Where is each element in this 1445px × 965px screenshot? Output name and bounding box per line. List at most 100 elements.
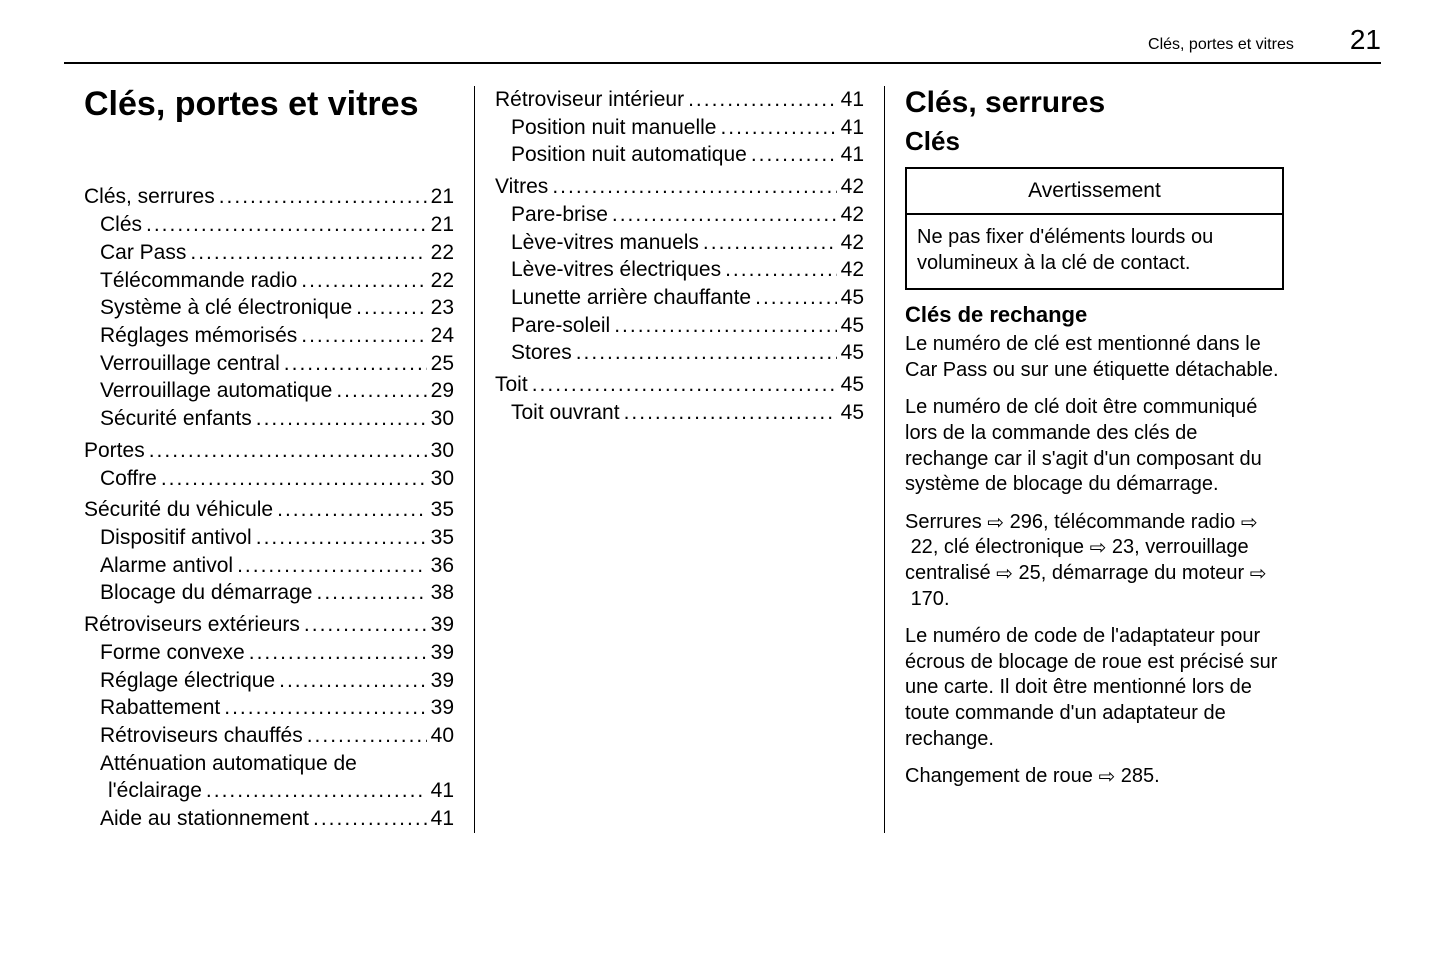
toc-entry: Position nuit automatique41: [495, 141, 864, 169]
toc-leader-dots: [149, 437, 427, 465]
xref-icon: ⇨: [1241, 511, 1258, 537]
toc-leader-dots: [307, 722, 427, 750]
warning-title: Avertissement: [907, 169, 1282, 215]
toc-entry: Atténuation automatique de: [84, 750, 454, 778]
toc-entry: Position nuit manuelle 41: [495, 114, 864, 142]
xref-icon: ⇨: [1098, 765, 1115, 791]
toc-leader-dots: [146, 211, 427, 239]
toc-label: Pare-soleil: [511, 312, 610, 340]
toc-label: Verrouillage automatique: [100, 377, 332, 405]
toc-leader-dots: [161, 465, 427, 493]
toc-leader-dots: [316, 579, 426, 607]
toc-label: Position nuit automatique: [511, 141, 747, 169]
warning-box: Avertissement Ne pas fixer d'éléments lo…: [905, 167, 1284, 290]
toc-entry: Toit 45: [495, 371, 864, 399]
toc-label: Coffre: [100, 465, 157, 493]
toc-entry: Portes 30: [84, 437, 454, 465]
toc-page-number: 29: [431, 377, 454, 405]
toc-label: Portes: [84, 437, 145, 465]
toc-page-number: 45: [841, 399, 864, 427]
toc-leader-dots: [703, 229, 837, 257]
toc-page-number: 39: [431, 667, 454, 695]
column-3: Clés, serrures Clés Avertissement Ne pas…: [884, 86, 1304, 833]
toc-leader-dots: [224, 694, 426, 722]
toc-page-number: 30: [431, 437, 454, 465]
toc-entry: Dispositif antivol 35: [84, 524, 454, 552]
toc-entry: Aide au stationnement 41: [84, 805, 454, 833]
toc-page-number: 41: [431, 805, 454, 833]
toc-label: Clés, serrures: [84, 183, 215, 211]
toc-entry: Clés, serrures 21: [84, 183, 454, 211]
toc-leader-dots: [249, 639, 427, 667]
toc-label: Réglage électrique: [100, 667, 275, 695]
toc-entry-continuation: l'éclairage 41: [84, 777, 454, 805]
page-header: Clés, portes et vitres 21: [64, 24, 1381, 64]
toc-leader-dots: [356, 294, 427, 322]
toc-entry: Pare-brise42: [495, 201, 864, 229]
section-h1: Clés, serrures: [905, 86, 1284, 120]
toc-page-number: 45: [841, 284, 864, 312]
toc-page-number: 23: [431, 294, 454, 322]
toc-entry: Pare-soleil 45: [495, 312, 864, 340]
toc-page-number: 38: [431, 579, 454, 607]
toc-leader-dots: [720, 114, 836, 142]
toc-label: Sécurité du véhicule: [84, 496, 273, 524]
toc-label: Aide au stationnement: [100, 805, 309, 833]
toc-leader-dots: [336, 377, 426, 405]
toc-entry: Réglages mémorisés24: [84, 322, 454, 350]
toc-label: Sécurité enfants: [100, 405, 252, 433]
toc-page-number: 41: [841, 114, 864, 142]
xref-icon: ⇨: [987, 511, 1004, 537]
toc-page-number: 45: [841, 312, 864, 340]
toc-page-number: 35: [431, 524, 454, 552]
toc-page-number: 36: [431, 552, 454, 580]
toc-entry: Verrouillage automatique 29: [84, 377, 454, 405]
toc-label: Vitres: [495, 173, 548, 201]
toc-entry: Lunette arrière chauffante 45: [495, 284, 864, 312]
toc-label: l'éclairage: [108, 777, 202, 805]
toc-label: Rabattement: [100, 694, 220, 722]
toc-leader-dots: [751, 141, 837, 169]
toc-leader-dots: [219, 183, 427, 211]
toc-page-number: 39: [431, 639, 454, 667]
toc-label: Lunette arrière chauffante: [511, 284, 751, 312]
toc-column-2: Rétroviseur intérieur41Position nuit man…: [495, 86, 864, 427]
paragraph-4: Le numéro de code de l'adaptateur pour é…: [905, 624, 1284, 752]
toc-label: Alarme antivol: [100, 552, 233, 580]
toc-page-number: 45: [841, 371, 864, 399]
toc-leader-dots: [256, 405, 427, 433]
toc-label: Toit ouvrant: [511, 399, 620, 427]
toc-page-number: 41: [431, 777, 454, 805]
section-h2: Clés: [905, 126, 1284, 157]
toc-leader-dots: [279, 667, 427, 695]
paragraph-1: Le numéro de clé est mentionné dans le C…: [905, 332, 1284, 383]
toc-entry: Rétroviseurs chauffés40: [84, 722, 454, 750]
toc-entry: Rabattement39: [84, 694, 454, 722]
column-2: Rétroviseur intérieur41Position nuit man…: [474, 86, 884, 833]
toc-entry: Verrouillage central25: [84, 350, 454, 378]
manual-page: Clés, portes et vitres 21 Clés, portes e…: [0, 0, 1445, 965]
toc-leader-dots: [612, 201, 837, 229]
toc-entry: Coffre30: [84, 465, 454, 493]
toc-leader-dots: [725, 256, 837, 284]
toc-leader-dots: [576, 339, 837, 367]
toc-entry: Rétroviseurs extérieurs39: [84, 611, 454, 639]
toc-label: Car Pass: [100, 239, 186, 267]
toc-page-number: 21: [431, 183, 454, 211]
toc-leader-dots: [688, 86, 837, 114]
toc-entry: Sécurité enfants30: [84, 405, 454, 433]
column-1: Clés, portes et vitres Clés, serrures21C…: [64, 86, 474, 833]
toc-entry: Toit ouvrant 45: [495, 399, 864, 427]
xref-icon: ⇨: [996, 562, 1013, 588]
xref-icon: ⇨: [1090, 536, 1107, 562]
toc-label: Pare-brise: [511, 201, 608, 229]
toc-label: Toit: [495, 371, 528, 399]
toc-label: Position nuit manuelle: [511, 114, 716, 142]
paragraph-3-crossrefs: Serrures ⇨ 296, télécommande radio ⇨ 22,…: [905, 510, 1284, 612]
warning-body: Ne pas fixer d'éléments lourds ou volumi…: [907, 215, 1282, 288]
toc-leader-dots: [277, 496, 427, 524]
toc-leader-dots: [301, 267, 426, 295]
paragraph-2: Le numéro de clé doit être communi­qué l…: [905, 395, 1284, 497]
toc-label: Dispositif antivol: [100, 524, 252, 552]
toc-page-number: 42: [841, 256, 864, 284]
